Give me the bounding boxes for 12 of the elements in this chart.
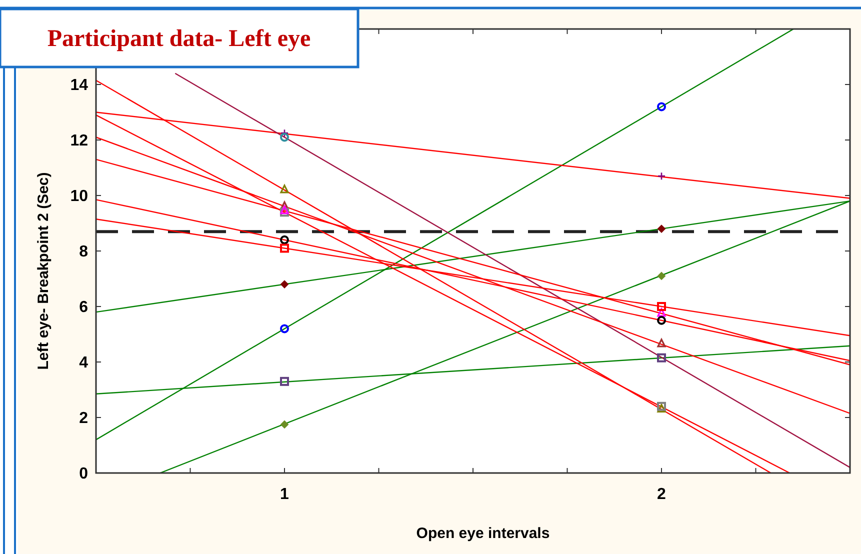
y-tick-label: 2: [79, 410, 88, 428]
y-axis-title: Left eye- Breakpoint 2 (Sec): [35, 172, 52, 370]
x-axis-title: Open eye intervals: [416, 525, 550, 542]
y-tick-label: 4: [79, 354, 88, 372]
y-tick-label: 14: [70, 77, 88, 94]
chart-title: Participant data- Left eye: [47, 26, 311, 52]
y-tick-label: 12: [70, 132, 88, 150]
y-tick-label: 10: [70, 188, 88, 206]
y-tick-label: 6: [79, 299, 88, 316]
y-tick-label: 0: [79, 466, 88, 483]
y-tick-label: 8: [79, 244, 88, 261]
x-tick-label: 1: [280, 486, 290, 503]
